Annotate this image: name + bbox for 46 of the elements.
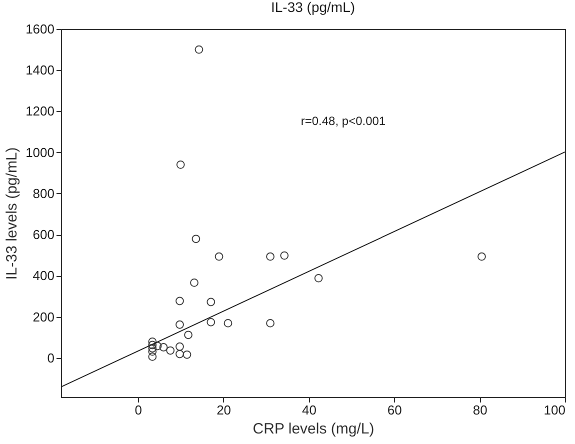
x-tick-label: 20 — [216, 402, 232, 418]
point — [478, 252, 486, 261]
point — [176, 320, 184, 329]
point — [176, 160, 185, 169]
y-tick-label: 400 — [32, 268, 54, 284]
point — [214, 252, 224, 261]
point — [190, 278, 198, 287]
point — [184, 330, 192, 340]
point — [148, 347, 157, 356]
chart-title: IL-33 (pg/mL) — [270, 0, 356, 15]
point — [176, 296, 184, 306]
point — [148, 337, 157, 346]
point — [192, 234, 200, 244]
point — [176, 350, 184, 358]
point — [280, 251, 289, 260]
point — [153, 342, 162, 350]
x-tick-label: 0 — [134, 402, 142, 418]
y-tick-label: 1400 — [26, 62, 54, 78]
point — [182, 350, 192, 359]
y-axis-title: IL-33 levels (pg/mL) — [4, 147, 21, 280]
point — [266, 318, 274, 328]
y-tick-label: 1600 — [26, 22, 54, 36]
point — [266, 252, 274, 261]
x-tick-label: 60 — [387, 402, 402, 418]
x-axis-title: CRP levels (mg/L) — [252, 420, 374, 438]
point — [159, 343, 168, 352]
annotation: r=0.48, p<0.001 — [300, 114, 386, 128]
point — [206, 298, 216, 306]
y-tick-label: 200 — [32, 309, 54, 324]
x-tick-label: 80 — [472, 402, 488, 418]
point — [148, 352, 157, 361]
point — [176, 342, 184, 351]
point — [166, 346, 175, 355]
y-tick-label: 800 — [32, 186, 54, 201]
point — [148, 340, 157, 350]
point — [194, 45, 204, 54]
point — [148, 344, 157, 352]
x-tick-label: 40 — [302, 402, 316, 418]
y-tick-label: 0 — [47, 350, 54, 366]
x-tick-label: 100 — [544, 402, 566, 418]
y-tick-label: 1000 — [26, 144, 54, 160]
point — [224, 318, 232, 328]
point — [314, 274, 323, 282]
y-tick-label: 600 — [32, 227, 54, 242]
y-tick-label: 1200 — [26, 104, 54, 119]
point — [206, 318, 216, 326]
